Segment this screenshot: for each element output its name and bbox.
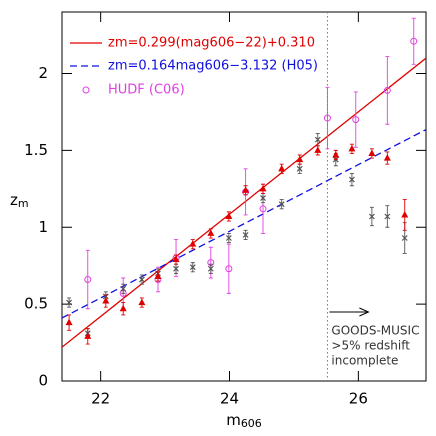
point (84, 276, 92, 284)
point (173, 265, 179, 272)
legend-swatch (82, 86, 90, 94)
x-label-sub: 606 (241, 417, 262, 430)
point (242, 232, 249, 238)
point (278, 164, 286, 172)
annotation: >5% redshift (331, 339, 410, 353)
point (138, 276, 145, 283)
point (225, 212, 233, 219)
point (65, 318, 73, 326)
point (138, 298, 146, 306)
error-bar (226, 243, 231, 294)
point (314, 146, 322, 153)
plot-frame (61, 11, 427, 382)
point (368, 149, 376, 156)
error-bar (325, 86, 330, 150)
point (207, 229, 215, 236)
point (383, 154, 391, 161)
error-bar (411, 17, 416, 65)
annotation: incomplete (331, 354, 398, 368)
legend-label: HUDF (C06) (108, 83, 185, 98)
point (401, 235, 408, 241)
fit-line (62, 57, 426, 348)
point (102, 297, 110, 304)
annotation: GOODS-MUSIC (331, 324, 419, 338)
point (207, 265, 214, 272)
error-bar (85, 249, 90, 310)
point (323, 114, 331, 122)
point (259, 184, 267, 192)
x-tick-label: 26 (349, 390, 368, 408)
y-label-main: z (10, 191, 18, 209)
point (259, 205, 267, 213)
x-label-main: m (226, 411, 241, 429)
point (332, 150, 340, 158)
point (242, 186, 250, 193)
point (154, 272, 162, 279)
point (66, 299, 73, 306)
point (278, 201, 285, 208)
point (401, 210, 409, 218)
point (352, 116, 360, 124)
point (410, 37, 418, 45)
y-tick-label: 0 (38, 372, 48, 390)
y-axis-label: zm (10, 191, 29, 211)
error-bar (353, 91, 358, 148)
point (296, 155, 304, 163)
y-tick-label: 1.5 (24, 141, 48, 159)
error-bar (385, 56, 390, 125)
y-tick-label: 2 (38, 64, 48, 82)
point (172, 255, 180, 263)
point (314, 136, 321, 143)
point (348, 144, 356, 152)
x-tick-label: 24 (220, 390, 239, 408)
y-label-sub: m (18, 197, 29, 210)
cut-arrow-head (359, 307, 370, 317)
point (225, 235, 232, 241)
x-axis-label: m606 (226, 411, 262, 431)
legend-label: zm=0.164mag606−3.132 (H05) (108, 59, 318, 74)
point (119, 304, 127, 312)
point (296, 165, 303, 172)
legend-label: zm=0.299(mag606−22)+0.310 (108, 36, 315, 51)
y-tick-label: 0.5 (24, 295, 48, 313)
point (260, 195, 266, 201)
point (189, 240, 197, 247)
point (383, 86, 391, 94)
point (384, 213, 391, 220)
point (189, 264, 196, 271)
point (368, 213, 375, 220)
point (225, 265, 233, 273)
point (120, 285, 127, 292)
y-tick-label: 1 (38, 218, 48, 236)
x-tick-label: 22 (91, 390, 110, 408)
point (348, 176, 355, 183)
fit-line (62, 129, 426, 319)
point (84, 332, 92, 339)
